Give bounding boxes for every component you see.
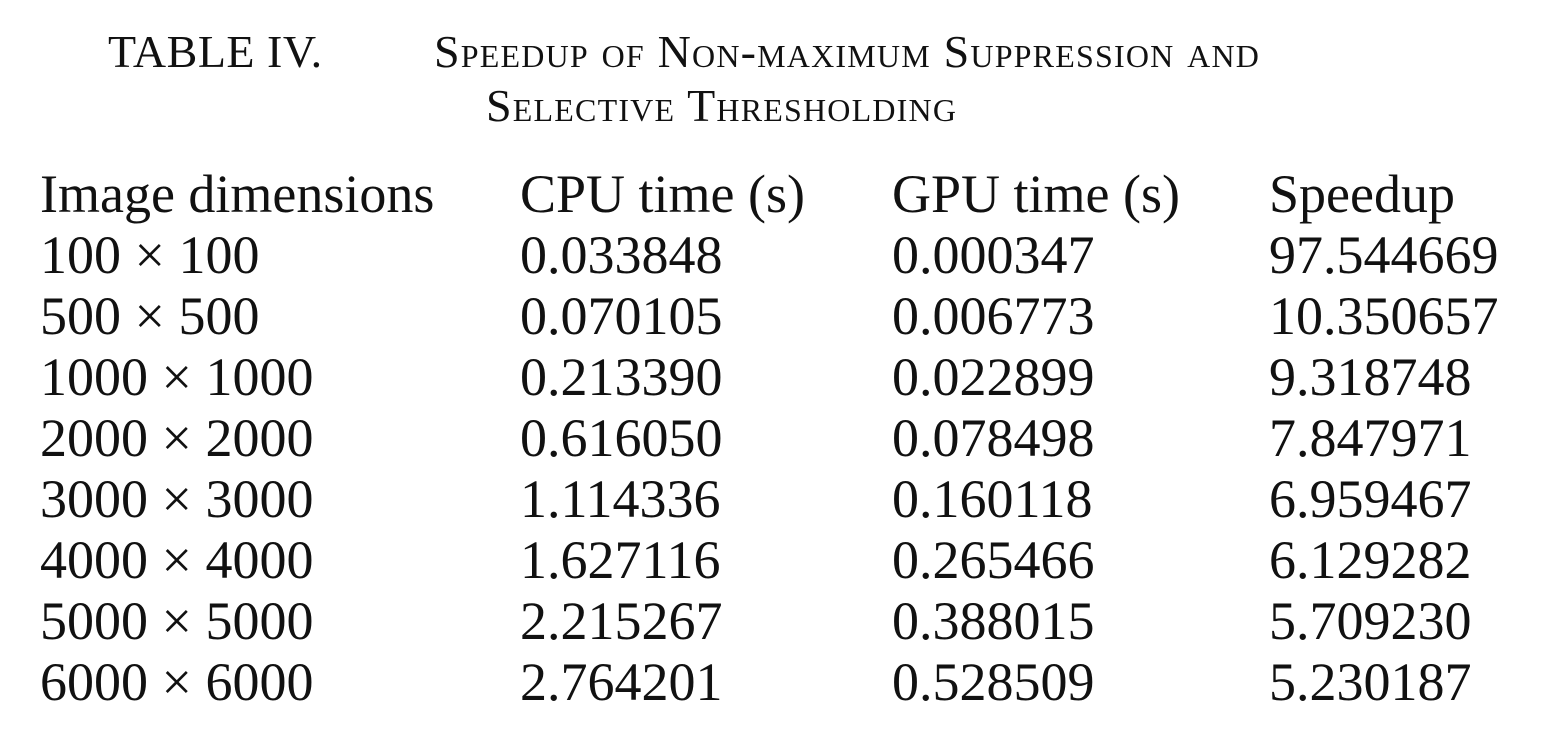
header-gpu-time: GPU time (s): [892, 164, 1180, 224]
cell-cpu-time: 1.627116: [520, 530, 721, 590]
cell-image-dimensions: 500 × 500: [40, 286, 260, 346]
cell-cpu-time: 0.033848: [520, 225, 723, 285]
cell-image-dimensions: 2000 × 2000: [40, 408, 314, 468]
cell-image-dimensions: 4000 × 4000: [40, 530, 314, 590]
cell-gpu-time: 0.078498: [892, 408, 1095, 468]
cell-cpu-time: 2.215267: [520, 591, 723, 651]
cell-speedup: 5.230187: [1269, 652, 1472, 712]
cell-gpu-time: 0.160118: [892, 469, 1093, 529]
table-title-line-1: Speedup of Non-maximum Suppression and: [434, 26, 1261, 77]
cell-image-dimensions: 3000 × 3000: [40, 469, 314, 529]
cell-cpu-time: 0.213390: [520, 347, 723, 407]
cell-image-dimensions: 100 × 100: [40, 225, 260, 285]
table-caption: TABLE IV. Speedup of Non-maximum Suppres…: [0, 22, 1548, 132]
header-cpu-time: CPU time (s): [520, 164, 806, 224]
table-row: 6000 × 6000 2.764201 0.528509 5.230187: [0, 652, 1548, 713]
table-row: 2000 × 2000 0.616050 0.078498 7.847971: [0, 408, 1548, 469]
cell-speedup: 9.318748: [1269, 347, 1472, 407]
header-image-dimensions: Image dimensions: [40, 164, 435, 224]
cell-cpu-time: 0.616050: [520, 408, 723, 468]
cell-cpu-time: 2.764201: [520, 652, 723, 712]
table-label: TABLE IV.: [108, 26, 323, 77]
cell-speedup: 6.129282: [1269, 530, 1472, 590]
cell-gpu-time: 0.265466: [892, 530, 1095, 590]
cell-speedup: 7.847971: [1269, 408, 1472, 468]
cell-gpu-time: 0.022899: [892, 347, 1095, 407]
cell-cpu-time: 1.114336: [520, 469, 721, 529]
table-row: 500 × 500 0.070105 0.006773 10.350657: [0, 286, 1548, 347]
table-row: 5000 × 5000 2.215267 0.388015 5.709230: [0, 591, 1548, 652]
cell-cpu-time: 0.070105: [520, 286, 723, 346]
cell-image-dimensions: 5000 × 5000: [40, 591, 314, 651]
table-row: 3000 × 3000 1.114336 0.160118 6.959467: [0, 469, 1548, 530]
header-speedup: Speedup: [1269, 164, 1455, 224]
cell-gpu-time: 0.000347: [892, 225, 1095, 285]
cell-speedup: 97.544669: [1269, 225, 1499, 285]
cell-speedup: 6.959467: [1269, 469, 1472, 529]
table-row: 4000 × 4000 1.627116 0.265466 6.129282: [0, 530, 1548, 591]
cell-image-dimensions: 6000 × 6000: [40, 652, 314, 712]
speedup-table: Image dimensions CPU time (s) GPU time (…: [0, 164, 1548, 713]
cell-speedup: 10.350657: [1269, 286, 1499, 346]
table-row: 1000 × 1000 0.213390 0.022899 9.318748: [0, 347, 1548, 408]
cell-gpu-time: 0.388015: [892, 591, 1095, 651]
cell-gpu-time: 0.528509: [892, 652, 1095, 712]
table-title-line-2: Selective Thresholding: [486, 80, 958, 131]
cell-gpu-time: 0.006773: [892, 286, 1095, 346]
cell-image-dimensions: 1000 × 1000: [40, 347, 314, 407]
table-header-row: Image dimensions CPU time (s) GPU time (…: [0, 164, 1548, 225]
table-row: 100 × 100 0.033848 0.000347 97.544669: [0, 225, 1548, 286]
cell-speedup: 5.709230: [1269, 591, 1472, 651]
